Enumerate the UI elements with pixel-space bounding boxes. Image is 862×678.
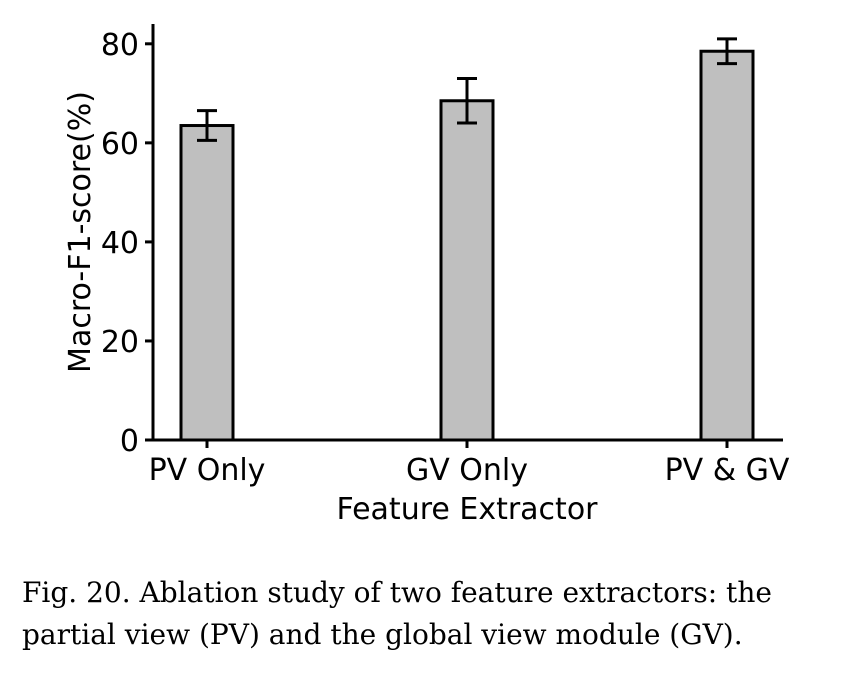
error-bars-group xyxy=(197,37,737,142)
x-tick-label: PV Only xyxy=(149,453,266,488)
y-tick-label: 0 xyxy=(120,424,139,459)
bar-pv-only xyxy=(179,124,235,442)
y-ticks-group: 0 20 40 60 80 xyxy=(101,28,153,459)
figure-caption: Fig. 20. Ablation study of two feature e… xyxy=(22,576,772,651)
bar-gv-only xyxy=(439,99,495,442)
error-bar xyxy=(457,76,477,125)
y-tick-label: 20 xyxy=(101,325,139,360)
x-axis-title: Feature Extractor xyxy=(336,492,598,527)
x-tick-label: GV Only xyxy=(406,453,528,488)
y-axis-title: Macro-F1-score(%) xyxy=(63,91,98,373)
y-tick-label: 40 xyxy=(101,226,139,261)
error-bar xyxy=(717,37,737,66)
y-tick-label: 80 xyxy=(101,28,139,63)
x-tick-label: PV & GV xyxy=(665,453,790,488)
x-ticks-group: PV Only GV Only PV & GV xyxy=(149,440,790,488)
y-tick-label: 60 xyxy=(101,127,139,162)
error-bar xyxy=(197,109,217,142)
bar-pv-gv xyxy=(699,49,755,442)
bar-chart: 0 20 40 60 80 PV Only GV Only PV & GV Feature … xyxy=(63,24,790,527)
